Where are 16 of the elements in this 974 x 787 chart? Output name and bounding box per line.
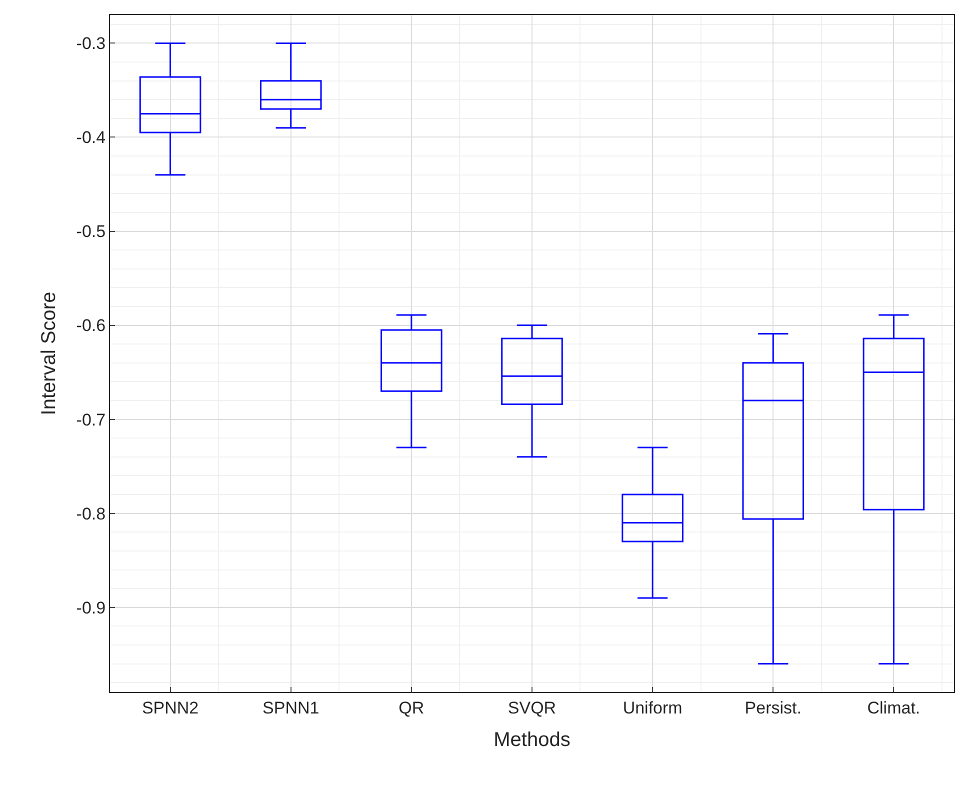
y-tick-label: -0.7 bbox=[76, 410, 106, 430]
x-tick-label: Persist. bbox=[744, 698, 802, 718]
y-tick-label: -0.8 bbox=[76, 504, 106, 524]
y-tick-label: -0.9 bbox=[76, 598, 106, 618]
x-tick-label: SPNN2 bbox=[142, 698, 199, 718]
y-axis-title: Interval Score bbox=[38, 292, 60, 416]
x-tick-label: SPNN1 bbox=[262, 698, 320, 718]
x-tick-label: QR bbox=[398, 698, 424, 718]
y-tick-label: -0.4 bbox=[76, 128, 106, 148]
x-tick-label: SVQR bbox=[508, 698, 556, 718]
y-tick-label: -0.5 bbox=[76, 222, 106, 242]
x-tick-label: Climat. bbox=[867, 698, 920, 718]
y-tick-label: -0.3 bbox=[76, 34, 106, 54]
x-axis-title: Methods bbox=[494, 728, 570, 751]
y-tick-label: -0.6 bbox=[76, 316, 106, 336]
x-tick-label: Uniform bbox=[622, 698, 682, 718]
